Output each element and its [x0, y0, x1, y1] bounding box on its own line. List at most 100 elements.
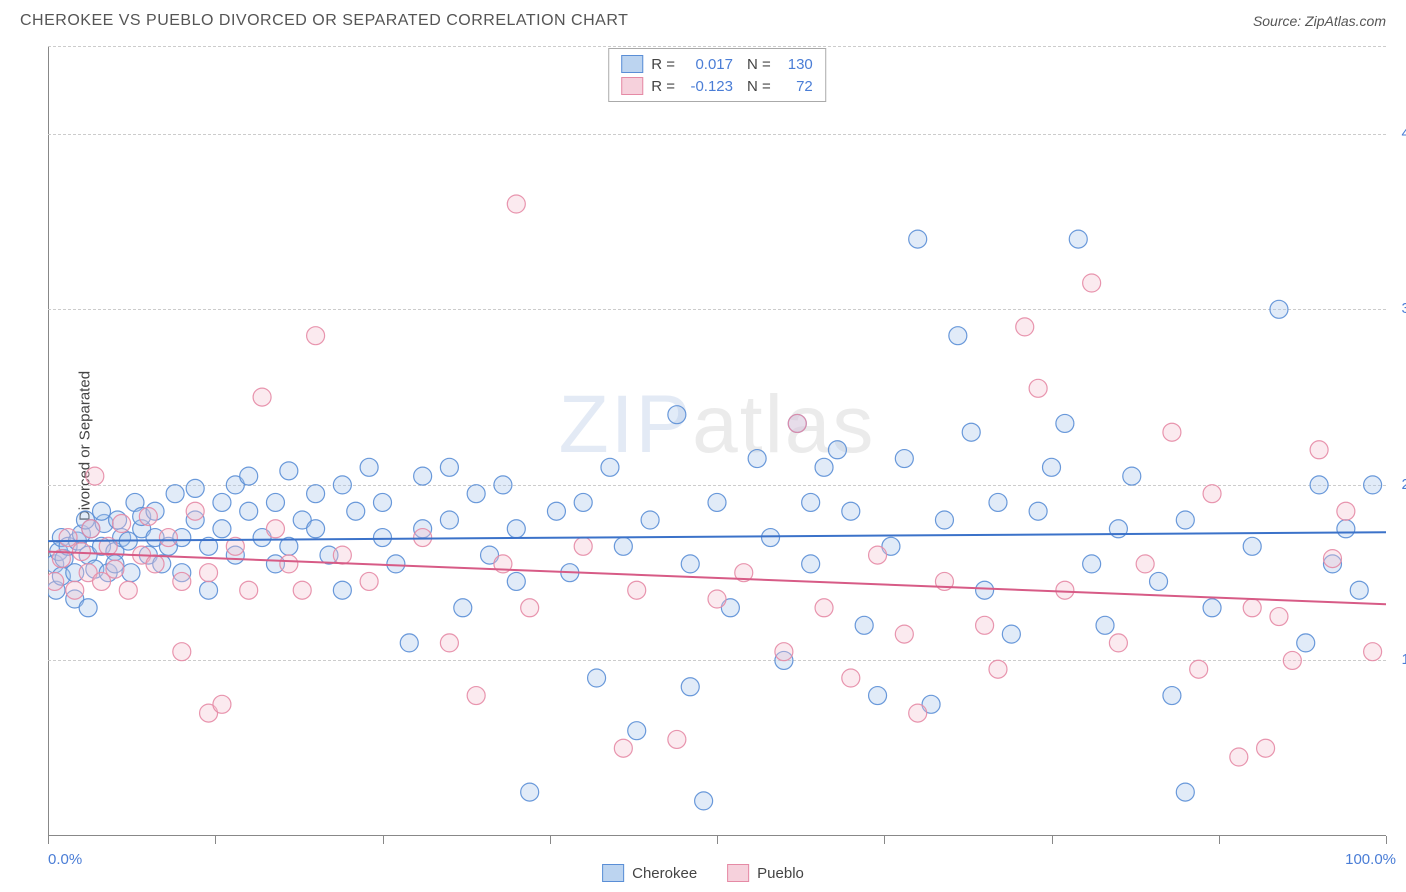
scatter-point [119, 581, 137, 599]
scatter-point [601, 458, 619, 476]
scatter-point [266, 493, 284, 511]
scatter-point [935, 511, 953, 529]
scatter-point [333, 581, 351, 599]
scatter-point [681, 555, 699, 573]
scatter-point [1163, 687, 1181, 705]
scatter-point [1190, 660, 1208, 678]
series-legend: Cherokee Pueblo [602, 864, 804, 882]
legend-item-cherokee: Cherokee [602, 864, 697, 882]
scatter-point [59, 529, 77, 547]
scatter-point [467, 485, 485, 503]
scatter-point [414, 467, 432, 485]
scatter-point [186, 502, 204, 520]
x-tick [717, 836, 718, 844]
scatter-point [588, 669, 606, 687]
scatter-point [240, 581, 258, 599]
y-tick-label: 20.0% [1401, 476, 1406, 493]
scatter-point [106, 560, 124, 578]
scatter-point [387, 555, 405, 573]
scatter-point [1016, 318, 1034, 336]
scatter-point [708, 493, 726, 511]
scatter-point [113, 515, 131, 533]
y-tick-label: 10.0% [1401, 651, 1406, 668]
scatter-point [333, 546, 351, 564]
scatter-point [200, 564, 218, 582]
scatter-point [1176, 511, 1194, 529]
scatter-point [1203, 599, 1221, 617]
scatter-point [240, 502, 258, 520]
scatter-point [842, 669, 860, 687]
scatter-point [1002, 625, 1020, 643]
scatter-point [695, 792, 713, 810]
scatter-point [668, 730, 686, 748]
scatter-point [440, 458, 458, 476]
scatter-point [815, 599, 833, 617]
scatter-point [213, 695, 231, 713]
scatter-point [79, 599, 97, 617]
scatter-point [521, 599, 539, 617]
scatter-point [139, 507, 157, 525]
x-tick [550, 836, 551, 844]
scatter-point [1096, 616, 1114, 634]
x-tick [1052, 836, 1053, 844]
scatter-point [293, 581, 311, 599]
scatter-point [574, 493, 592, 511]
scatter-point [1364, 643, 1382, 661]
scatter-point [213, 520, 231, 538]
n-value-pueblo: 72 [779, 78, 813, 95]
scatter-point [614, 537, 632, 555]
scatter-point [976, 581, 994, 599]
scatter-point [360, 458, 378, 476]
stats-row-cherokee: R = 0.017 N = 130 [621, 53, 813, 75]
x-tick [48, 836, 49, 844]
scatter-point [802, 493, 820, 511]
x-axis-max-label: 100.0% [1345, 851, 1396, 868]
scatter-point [93, 502, 111, 520]
scatter-point [1243, 537, 1261, 555]
scatter-point [641, 511, 659, 529]
scatter-point [521, 783, 539, 801]
chart-title: CHEROKEE VS PUEBLO DIVORCED OR SEPARATED… [20, 12, 628, 30]
scatter-point [762, 529, 780, 547]
scatter-point [173, 643, 191, 661]
scatter-point [307, 485, 325, 503]
scatter-point [1323, 550, 1341, 568]
stats-legend: R = 0.017 N = 130 R = -0.123 N = 72 [608, 48, 826, 102]
scatter-point [1350, 581, 1368, 599]
scatter-point [507, 195, 525, 213]
scatter-point [574, 537, 592, 555]
scatter-point [1109, 634, 1127, 652]
scatter-point [895, 450, 913, 468]
r-value-cherokee: 0.017 [683, 56, 733, 73]
scatter-point [507, 572, 525, 590]
scatter-point [374, 529, 392, 547]
scatter-point [962, 423, 980, 441]
swatch-pueblo [621, 77, 643, 95]
scatter-point [909, 704, 927, 722]
trend-line [48, 532, 1386, 541]
scatter-point [1043, 458, 1061, 476]
scatter-point [628, 722, 646, 740]
swatch-pueblo-icon [727, 864, 749, 882]
scatter-point [1029, 379, 1047, 397]
scatter-point [266, 520, 284, 538]
scatter-point [1364, 476, 1382, 494]
x-tick [884, 836, 885, 844]
scatter-point [788, 414, 806, 432]
scatter-plot-svg [48, 46, 1386, 836]
x-tick [1219, 836, 1220, 844]
scatter-point [1163, 423, 1181, 441]
scatter-point [1270, 300, 1288, 318]
scatter-point [802, 555, 820, 573]
n-value-cherokee: 130 [779, 56, 813, 73]
x-tick [383, 836, 384, 844]
scatter-point [949, 327, 967, 345]
scatter-point [1337, 520, 1355, 538]
y-tick-label: 30.0% [1401, 300, 1406, 317]
scatter-point [200, 581, 218, 599]
scatter-point [708, 590, 726, 608]
x-tick [215, 836, 216, 844]
scatter-point [400, 634, 418, 652]
scatter-point [66, 581, 84, 599]
scatter-point [166, 485, 184, 503]
